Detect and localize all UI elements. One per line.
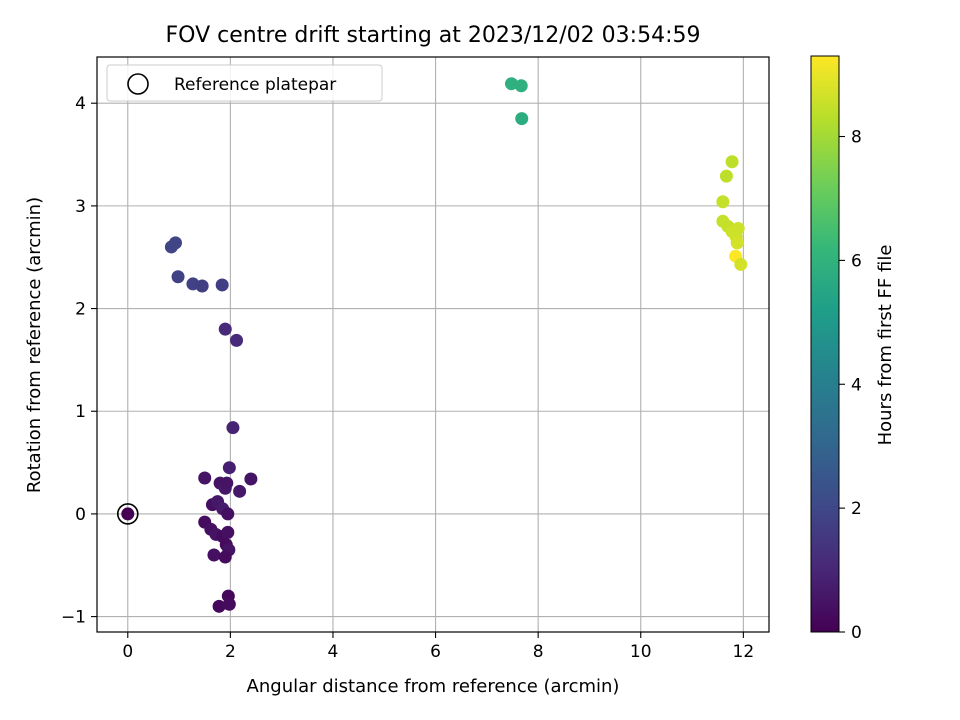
data-point [212,599,226,613]
x-axis-label: Angular distance from reference (arcmin) [247,676,620,697]
colorbar-label: Hours from first FF file [875,245,896,446]
colorbar-tick-label: 0 [851,623,862,643]
data-point [221,525,235,539]
data-point [207,548,221,562]
colorbar-tick-label: 6 [851,251,862,271]
data-point [230,333,244,347]
data-point [218,550,232,564]
data-point [504,77,518,91]
y-axis-ticks: −1 0 1 2 3 4 [61,94,97,628]
colorbar-tick-label: 4 [851,375,862,395]
y-tick-label: 0 [75,505,86,525]
data-point [121,507,135,521]
data-point [215,278,229,292]
legend-reference-marker [127,73,149,95]
legend-box [106,64,383,102]
data-point [221,507,235,521]
data-points [116,77,748,613]
legend-entry-label: Reference platepar [174,75,336,95]
data-point [719,169,733,183]
y-tick-label: 4 [75,94,86,114]
x-tick-label: 2 [225,642,236,662]
y-tick-label: 1 [75,402,86,422]
legend: Reference platepar [106,64,383,102]
data-point [218,322,232,336]
data-point [515,112,529,126]
x-tick-label: 12 [733,642,755,662]
data-point [244,472,258,486]
colorbar-tick-label: 8 [851,128,862,148]
data-point [725,155,739,169]
x-tick-label: 4 [328,642,339,662]
data-point [514,79,528,93]
x-tick-label: 0 [122,642,133,662]
chart-title: FOV centre drift starting at 2023/12/02 … [166,23,701,48]
data-point [730,236,744,250]
data-point [233,484,247,498]
data-point [220,476,234,490]
y-axis-label: Rotation from reference (arcmin) [24,197,45,493]
data-point [716,195,730,209]
x-axis-ticks: 0 2 4 6 8 10 12 [122,632,754,662]
plot-area-frame [96,56,770,633]
y-tick-label: 2 [75,300,86,320]
colorbar-ticks: 0 2 4 6 8 [839,128,862,643]
data-point [222,461,236,475]
data-point [168,236,182,250]
colorbar-tick-label: 2 [851,499,862,519]
x-tick-label: 10 [630,642,652,662]
x-tick-label: 8 [533,642,544,662]
data-point [195,279,209,293]
data-point [734,257,748,271]
grid-lines [97,57,769,632]
y-tick-label: 3 [75,197,86,217]
reference-platepar-marker [116,503,139,525]
colorbar [810,55,840,633]
data-point [226,421,240,435]
x-tick-label: 6 [430,642,441,662]
data-point [171,270,185,284]
data-point [222,597,236,611]
data-point [198,471,212,485]
y-tick-label: −1 [61,608,86,628]
